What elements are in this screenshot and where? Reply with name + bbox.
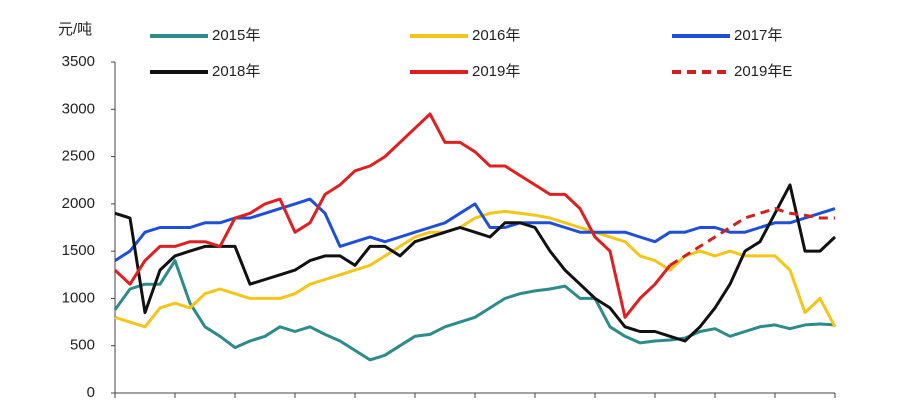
y-tick-label: 500 [70, 337, 95, 354]
legend-label: 2019年 [472, 63, 520, 80]
y-tick-label: 2000 [62, 195, 95, 212]
y-axis-label: 元/吨 [58, 21, 92, 38]
series-line [669, 207, 835, 267]
y-tick-label: 3000 [62, 100, 95, 117]
legend-label: 2019年E [734, 63, 792, 80]
series-line [114, 183, 837, 343]
y-tick-label: 3500 [62, 53, 95, 70]
legend-label: 2017年 [734, 27, 782, 44]
series-line [114, 209, 837, 329]
y-tick-label: 1500 [62, 242, 95, 259]
y-tick-label: 0 [87, 384, 95, 400]
legend-label: 2018年 [212, 63, 260, 80]
legend-label: 2016年 [472, 27, 520, 44]
y-tick-label: 2500 [62, 148, 95, 165]
series-line [113, 259, 836, 362]
series-line [113, 112, 672, 319]
legend-label: 2015年 [212, 27, 260, 44]
y-tick-label: 1000 [62, 289, 95, 306]
